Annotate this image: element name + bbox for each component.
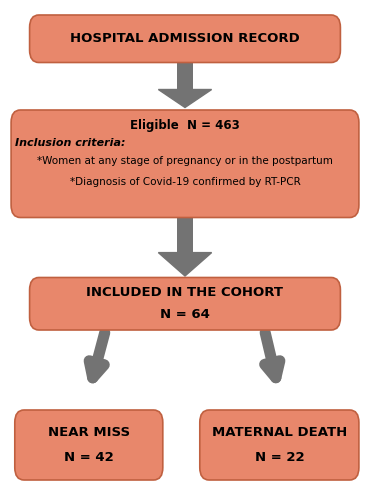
FancyBboxPatch shape	[11, 110, 359, 218]
Text: N = 42: N = 42	[64, 451, 114, 464]
Polygon shape	[158, 90, 212, 108]
Text: N = 22: N = 22	[255, 451, 304, 464]
Text: NEAR MISS: NEAR MISS	[48, 426, 130, 439]
FancyBboxPatch shape	[15, 410, 163, 480]
Text: *Diagnosis of Covid-19 confirmed by RT-PCR: *Diagnosis of Covid-19 confirmed by RT-P…	[70, 176, 300, 186]
FancyBboxPatch shape	[177, 62, 193, 90]
Text: Inclusion criteria:: Inclusion criteria:	[15, 138, 125, 148]
Text: N = 64: N = 64	[160, 308, 210, 322]
Text: INCLUDED IN THE COHORT: INCLUDED IN THE COHORT	[87, 286, 283, 299]
FancyBboxPatch shape	[200, 410, 359, 480]
Text: Eligible  N = 463: Eligible N = 463	[130, 119, 240, 132]
Polygon shape	[158, 252, 212, 276]
FancyBboxPatch shape	[30, 278, 340, 330]
Text: MATERNAL DEATH: MATERNAL DEATH	[212, 426, 347, 439]
FancyBboxPatch shape	[177, 218, 193, 252]
Text: *Women at any stage of pregnancy or in the postpartum: *Women at any stage of pregnancy or in t…	[37, 156, 333, 166]
Text: HOSPITAL ADMISSION RECORD: HOSPITAL ADMISSION RECORD	[70, 32, 300, 46]
FancyBboxPatch shape	[30, 15, 340, 62]
